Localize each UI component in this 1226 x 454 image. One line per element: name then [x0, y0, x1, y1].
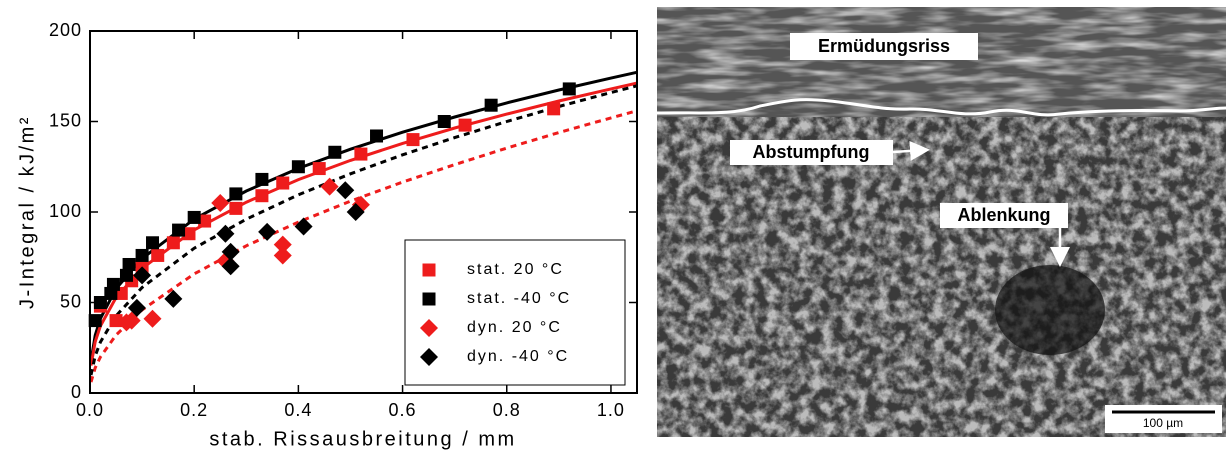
x-tick-label: 1.0: [597, 400, 625, 420]
marker: [370, 129, 384, 143]
label-box: [940, 203, 1068, 228]
marker: [294, 217, 313, 236]
x-tick-label: 0.6: [389, 400, 417, 420]
marker: [291, 160, 305, 174]
marker: [143, 309, 162, 328]
legend-label: dyn. 20 °C: [467, 319, 562, 336]
marker: [211, 193, 230, 212]
marker: [547, 102, 561, 116]
marker: [255, 189, 269, 203]
marker: [562, 82, 576, 96]
marker: [127, 298, 146, 317]
y-tick-label: 0: [71, 382, 82, 402]
marker: [484, 98, 498, 112]
image-label: Ermüdungsriss: [818, 36, 950, 56]
marker: [258, 222, 277, 241]
marker: [221, 242, 240, 261]
marker: [88, 314, 102, 328]
marker: [135, 259, 149, 273]
marker: [133, 266, 152, 285]
x-tick-label: 0.2: [180, 400, 208, 420]
marker: [106, 277, 120, 291]
marker: [164, 289, 183, 308]
marker: [406, 133, 420, 147]
marker: [336, 181, 355, 200]
fit-line: [90, 81, 637, 366]
marker: [273, 246, 292, 265]
x-tick-label: 0.0: [76, 400, 104, 420]
marker: [328, 145, 342, 159]
legend-marker: [420, 348, 438, 366]
y-tick-label: 100: [49, 201, 82, 221]
plot-frame: [89, 30, 638, 394]
label-box: [790, 33, 978, 60]
fit-line: [90, 109, 637, 383]
marker: [276, 176, 290, 190]
fit-line: [90, 84, 637, 376]
y-tick-label: 50: [60, 291, 82, 311]
marker: [229, 187, 243, 201]
fatigue-texture: [657, 7, 1226, 117]
arrow: [892, 140, 930, 161]
crack-front: [656, 98, 1226, 117]
marker: [458, 118, 472, 132]
marker: [198, 214, 212, 228]
legend-marker: [422, 263, 436, 277]
legend-marker: [420, 319, 438, 337]
marker: [172, 223, 186, 237]
legend-label: dyn. -40 °C: [467, 348, 569, 365]
label-box: [730, 140, 893, 165]
scale-bar-label: 100 µm: [1143, 416, 1183, 430]
marker: [273, 235, 292, 254]
scale-bar-box: [1105, 405, 1222, 433]
marker: [346, 203, 365, 221]
marker: [93, 296, 107, 309]
marker: [119, 268, 133, 282]
marker: [221, 257, 240, 276]
marker: [255, 172, 269, 186]
y-tick-label: 150: [49, 110, 82, 130]
legend-box: [404, 239, 626, 386]
x-tick-label: 0.8: [493, 400, 521, 420]
marker: [146, 236, 160, 250]
sem-image: Ermüdungsriss Abstumpfung Ablenkung 100 …: [656, 7, 1226, 437]
marker: [437, 115, 451, 128]
y-axis-label: J-Integral / kJ/m²: [16, 115, 38, 309]
marker: [166, 236, 180, 250]
marker: [182, 227, 196, 241]
marker: [320, 177, 339, 196]
image-label: Ablenkung: [958, 205, 1051, 225]
marker: [354, 147, 368, 161]
chart: stab. Rissausbreitung / mm J-Integral / …: [16, 20, 638, 450]
legend-label: stat. 20 °C: [467, 261, 564, 278]
x-tick-label: 0.4: [284, 400, 312, 420]
marker: [216, 224, 235, 243]
marker: [151, 248, 165, 262]
legend-marker: [422, 292, 436, 306]
marker: [187, 210, 201, 224]
marker: [312, 162, 326, 176]
marker: [135, 248, 149, 262]
marker: [229, 201, 243, 215]
y-tick-label: 200: [49, 20, 82, 40]
marker: [122, 257, 136, 271]
image-label: Abstumpfung: [753, 142, 870, 162]
legend-label: stat. -40 °C: [467, 290, 571, 307]
fracture-texture: [657, 117, 1226, 437]
x-axis-label: stab. Rissausbreitung / mm: [209, 428, 516, 450]
deflection-pit: [995, 265, 1105, 355]
